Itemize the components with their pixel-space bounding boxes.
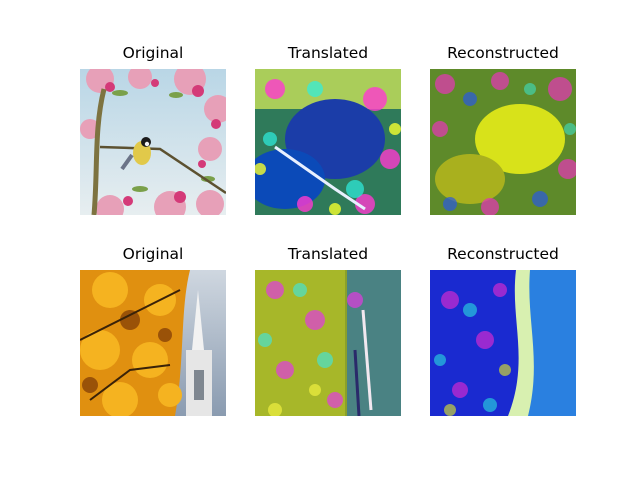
image-autumn-steeple [80,270,226,416]
panel-reconstructed-1: Reconstructed [430,44,576,215]
panel-translated-1: Translated [255,44,401,215]
panel-reconstructed-2: Reconstructed [430,245,576,416]
panel-title: Reconstructed [447,44,559,62]
panel-title: Original [122,245,184,263]
panel-title: Reconstructed [447,245,559,263]
panel-title: Original [122,44,184,62]
panel-original-1: Original [80,44,226,215]
image-bird-blossom [80,69,226,215]
image-reconstructed-2 [430,270,576,416]
panel-title: Translated [287,245,369,263]
image-translated-2 [255,270,401,416]
panel-translated-2: Translated [255,245,401,416]
image-translated-1 [255,69,401,215]
panel-original-2: Original [80,245,226,416]
image-reconstructed-1 [430,69,576,215]
panel-title: Translated [287,44,369,62]
